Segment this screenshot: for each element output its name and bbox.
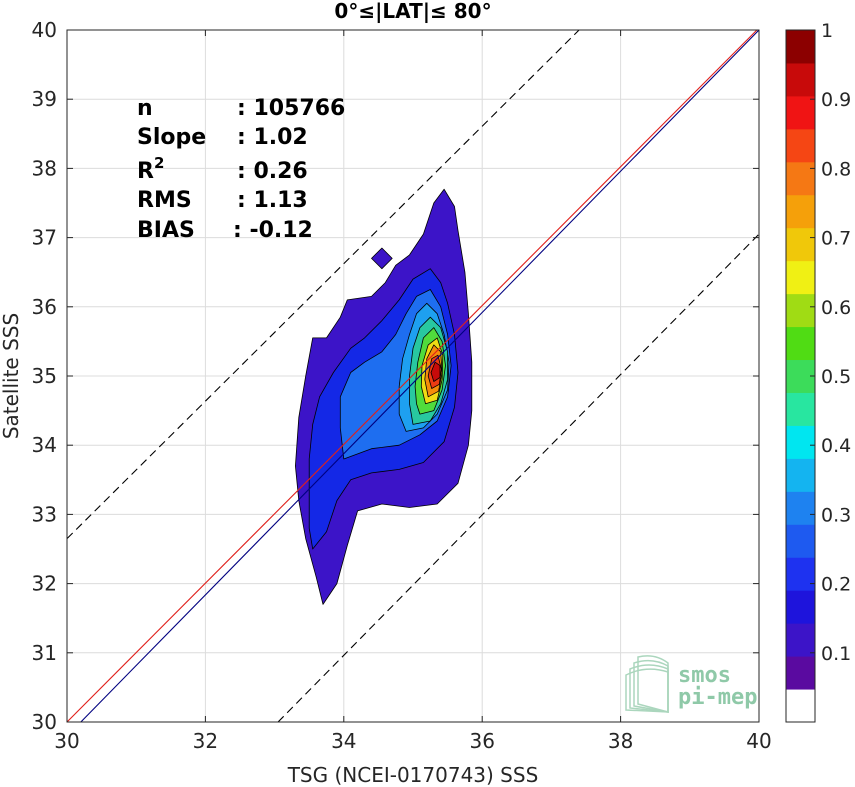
colorbar-segment-18 (786, 95, 815, 130)
x-tick-label-2: 34 (331, 729, 356, 753)
x-tick-label-5: 40 (746, 729, 771, 753)
contour-fills (295, 188, 473, 605)
x-axis-ticks: 30 32 34 36 38 40 (54, 30, 772, 753)
contour-level-1 (371, 247, 393, 270)
y-axis-ticks: 30 31 32 33 34 35 36 37 38 39 40 (32, 18, 759, 734)
upper-bound-line (66, 29, 580, 540)
contour-level-10 (430, 361, 441, 382)
y-tick-label-6: 36 (32, 295, 57, 319)
stat-value-4: : -0.12 (233, 218, 313, 243)
x-tick-label-1: 32 (193, 729, 218, 753)
colorbar-tick-label-1: 0.2 (821, 574, 851, 596)
x-tick-label-3: 36 (469, 729, 494, 753)
colorbar-segment-2 (786, 623, 815, 657)
y-tick-label-2: 32 (32, 572, 57, 596)
chart-title: 0°≤|LAT|≤ 80° (334, 0, 491, 23)
x-tick-label-4: 38 (608, 729, 633, 753)
reference-lines (66, 29, 760, 723)
lower-bound-line (277, 233, 760, 723)
colorbar-segment-11 (786, 326, 815, 361)
stat-value-1: : 1.02 (237, 125, 308, 150)
watermark-line2: pi-mep (678, 685, 757, 710)
y-tick-label-5: 35 (32, 364, 57, 388)
colorbar-tick-label-7: 0.8 (821, 158, 851, 180)
x-tick-label-0: 30 (54, 729, 79, 753)
colorbar-segment-8 (786, 425, 815, 459)
y-tick-label-4: 34 (32, 433, 57, 457)
stat-label-1: Slope (137, 125, 206, 150)
colorbar-segment-13 (786, 260, 815, 295)
colorbar-segment-12 (786, 293, 815, 328)
stat-label-3: RMS (137, 188, 192, 213)
colorbar-segment-1 (786, 656, 815, 690)
colorbar-segment-4 (786, 557, 815, 591)
colorbar-segment-17 (786, 128, 815, 163)
colorbar-segment-14 (786, 227, 815, 262)
one-to-one-line (80, 29, 760, 723)
colorbar-segment-19 (786, 62, 815, 97)
logo-stripe-3 (637, 655, 669, 713)
colorbar-segment-6 (786, 491, 815, 525)
y-tick-label-8: 38 (32, 156, 57, 180)
y-tick-label-7: 37 (32, 226, 57, 250)
y-axis-label: Satellite SSS (0, 313, 23, 439)
y-tick-label-3: 33 (32, 502, 57, 526)
colorbar-segment-16 (786, 161, 815, 196)
colorbar-segment-3 (786, 590, 815, 624)
y-tick-label-1: 31 (32, 641, 57, 665)
stat-value-3: : 1.13 (237, 188, 308, 213)
colorbar-segment-5 (786, 524, 815, 558)
x-axis-label: TSG (NCEI-0170743) SSS (287, 763, 539, 787)
colorbar-tick-label-9: 1 (821, 20, 833, 42)
stat-value-0: : 105766 (237, 96, 345, 121)
y-tick-label-10: 40 (32, 18, 57, 42)
colorbar-tick-label-0: 0.1 (821, 643, 851, 665)
stat-label-4: BIAS (137, 218, 195, 243)
colorbar-tick-label-6: 0.7 (821, 228, 851, 250)
stat-superscript: 2 (154, 154, 164, 172)
colorbar-tick-label-4: 0.5 (821, 366, 851, 388)
colorbar-segment-15 (786, 194, 815, 229)
colorbar-segment-0 (786, 689, 815, 723)
colorbar-tick-label-5: 0.6 (821, 297, 851, 319)
smos-logo-icon (625, 655, 669, 713)
stat-value-2: : 0.26 (237, 159, 308, 184)
stat-label-0: n (137, 96, 153, 121)
colorbar-segment-9 (786, 392, 815, 426)
watermark-line1: smos (678, 663, 731, 688)
y-tick-label-0: 30 (32, 710, 57, 734)
fit-line (66, 29, 758, 723)
colorbar-tick-label-2: 0.3 (821, 504, 851, 526)
colorbar-tick-label-3: 0.4 (821, 435, 851, 457)
colorbar-tick-label-8: 0.9 (821, 89, 851, 111)
colorbar-segment-7 (786, 458, 815, 492)
colorbar: 0.1 0.2 0.3 0.4 0.5 0.6 0.7 0.8 0.9 1 (785, 20, 851, 723)
y-tick-label-9: 39 (32, 87, 57, 111)
colorbar-segment-20 (786, 30, 815, 64)
